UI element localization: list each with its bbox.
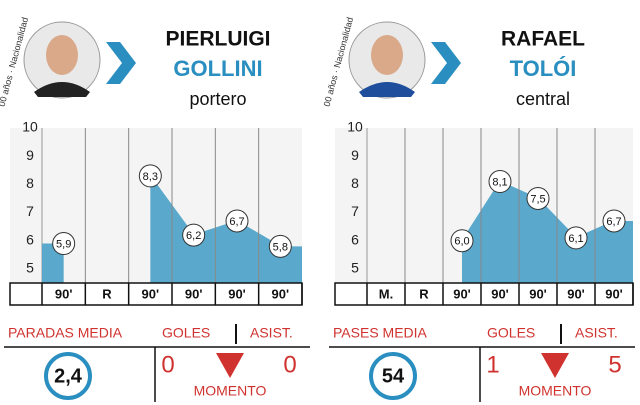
stat-assists-value: 0 [283, 351, 296, 378]
stat-goals-label: GOLES [162, 325, 210, 341]
position: central [516, 89, 570, 109]
value-label: 6,2 [186, 230, 201, 242]
value-marker [182, 223, 206, 247]
y-tick-label: 9 [351, 147, 359, 163]
position: portero [189, 89, 246, 109]
value-label: 6,7 [229, 216, 244, 228]
stat-assists-label: ASIST. [575, 325, 618, 341]
value-marker [268, 234, 292, 258]
photo-body [359, 82, 415, 97]
moment-label: MOMENTO [519, 383, 592, 399]
moment-triangle [216, 353, 244, 378]
moment-triangle [541, 353, 569, 378]
stat-main-value: 54 [382, 365, 405, 387]
photo-body [34, 82, 90, 97]
name-first: RAFAEL [501, 28, 585, 51]
value-label: 6,0 [454, 236, 469, 248]
value-marker [488, 170, 512, 194]
y-tick-label: 10 [22, 119, 38, 135]
value-label: 7,5 [530, 193, 545, 205]
stat-main-value: 2,4 [54, 365, 83, 387]
area-fill [150, 175, 302, 283]
arrow [106, 42, 136, 84]
stat-goals-value: 0 [161, 351, 174, 378]
x-tick-label: 90' [491, 286, 509, 301]
area-fill [462, 181, 633, 283]
arrow [431, 42, 461, 84]
stat-assists-label: ASIST. [250, 325, 293, 341]
y-tick-label: 6 [26, 231, 34, 247]
x-tick-label: 90' [453, 286, 471, 301]
value-marker [564, 226, 588, 250]
x-tick-label: 90' [228, 286, 246, 301]
x-tick-label: R [419, 286, 429, 301]
value-marker [52, 232, 76, 256]
y-tick-label: 9 [26, 147, 34, 163]
value-label: 8,1 [492, 176, 507, 188]
y-tick-label: 7 [351, 203, 359, 219]
x-tick-label: 90' [55, 286, 73, 301]
y-tick-label: 5 [351, 260, 359, 276]
x-tick-label: 90' [185, 286, 203, 301]
photo-head [46, 35, 78, 75]
y-tick-label: 5 [26, 260, 34, 276]
x-tick-label: 90' [142, 286, 160, 301]
stat-main-label: PASES MEDIA [333, 325, 428, 341]
x-tick-label: 90' [529, 286, 547, 301]
value-marker [526, 186, 550, 210]
y-tick-label: 10 [347, 119, 363, 135]
value-marker [602, 209, 626, 233]
value-marker [225, 209, 249, 233]
stat-main-circle [44, 352, 92, 400]
value-label: 5,8 [273, 241, 288, 253]
value-label: 6,7 [606, 216, 621, 228]
stat-goals-value: 1 [486, 351, 499, 378]
x-tick-label: R [102, 286, 112, 301]
x-tick-label: 90' [605, 286, 623, 301]
stat-assists-value: 5 [608, 351, 621, 378]
photo-head [371, 35, 403, 75]
y-tick-label: 6 [351, 231, 359, 247]
x-tick-label: M. [379, 286, 393, 301]
value-label: 6,1 [568, 233, 583, 245]
stat-main-circle [369, 352, 417, 400]
stat-goals-label: GOLES [487, 325, 535, 341]
name-last: TOLÓI [510, 56, 577, 81]
y-tick-label: 8 [351, 175, 359, 191]
x-tick-label: 90' [567, 286, 585, 301]
y-tick-label: 7 [26, 203, 34, 219]
value-label: 8,3 [143, 171, 158, 183]
value-marker [450, 229, 474, 253]
moment-label: MOMENTO [194, 383, 267, 399]
y-tick-label: 8 [26, 175, 34, 191]
x-tick-label: 90' [272, 286, 290, 301]
name-last: GOLLINI [173, 56, 262, 81]
value-marker [138, 164, 162, 188]
name-first: PIERLUIGI [165, 28, 270, 51]
value-label: 5,9 [56, 238, 71, 250]
stat-main-label: PARADAS MEDIA [8, 325, 123, 341]
